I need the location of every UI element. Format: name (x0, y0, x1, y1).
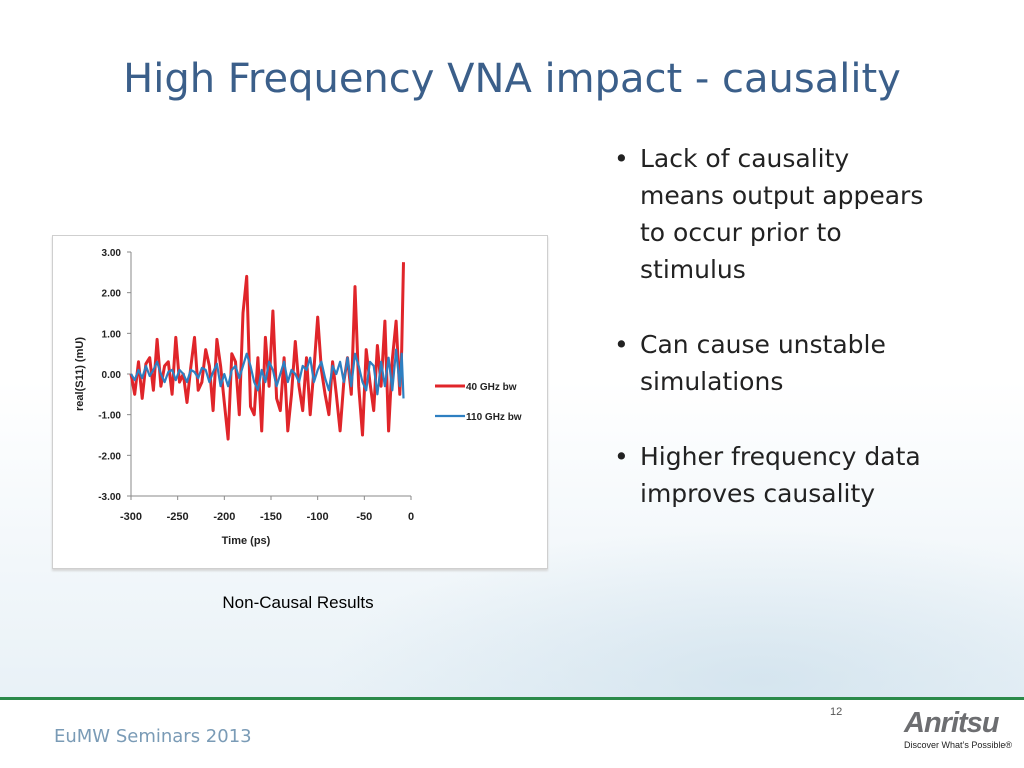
chart-caption: Non-Causal Results (222, 593, 374, 612)
y-tick-label: 1.00 (102, 329, 122, 340)
bullet-text: Can cause unstable simulations (640, 330, 886, 396)
legend-label: 40 GHz bw (466, 382, 517, 393)
bullet-text: Lack of causality means output appears t… (640, 144, 924, 284)
y-tick-label: -1.00 (98, 411, 121, 422)
x-tick-label: 0 (408, 511, 414, 523)
footer-label: EuMW Seminars 2013 (54, 726, 252, 747)
logo-tagline: Discover What’s Possible® (904, 740, 1012, 750)
bullet-text: Higher frequency data improves causality (640, 442, 921, 508)
x-axis-title: Time (ps) (222, 535, 271, 547)
series-line-110ghz (130, 348, 405, 399)
logo-wordmark: Anritsu (904, 707, 1000, 739)
y-tick-label: 3.00 (102, 248, 122, 259)
bullet-list: • Lack of causality means output appears … (608, 140, 928, 550)
series-line-40ghz (129, 262, 405, 441)
slide-title: High Frequency VNA impact - causality (123, 56, 901, 102)
x-tick-label: -200 (213, 511, 235, 523)
x-tick-label: -250 (167, 511, 189, 523)
y-tick-label: 0.00 (102, 370, 122, 381)
bullet-dot-icon: • (614, 330, 629, 359)
bullet-item: • Can cause unstable simulations (608, 326, 928, 400)
footer-divider (0, 697, 1024, 700)
page-number: 12 (830, 706, 843, 718)
bullet-item: • Higher frequency data improves causalit… (608, 438, 928, 512)
bullet-dot-icon: • (614, 144, 629, 173)
y-tick-label: -3.00 (98, 492, 121, 503)
bullet-dot-icon: • (614, 442, 629, 471)
y-tick-label: 2.00 (102, 289, 122, 300)
x-tick-label: -100 (307, 511, 329, 523)
bullet-item: • Lack of causality means output appears … (608, 140, 928, 288)
anritsu-logo: Anritsu Discover What’s Possible® (904, 708, 1016, 756)
x-tick-label: -300 (120, 511, 142, 523)
y-tick-label: -2.00 (98, 451, 121, 462)
x-tick-label: -150 (260, 511, 282, 523)
x-tick-label: -50 (356, 511, 372, 523)
y-axis-title: real(S11) (mU) (74, 337, 86, 411)
legend-label: 110 GHz bw (466, 412, 522, 423)
line-chart: 3.00 2.00 1.00 0.00 -1.00 -2.00 -3.00 -300 -250 -… (74, 248, 522, 547)
chart-panel: 3.00 2.00 1.00 0.00 -1.00 -2.00 -3.00 -300 -250 -… (52, 235, 548, 569)
